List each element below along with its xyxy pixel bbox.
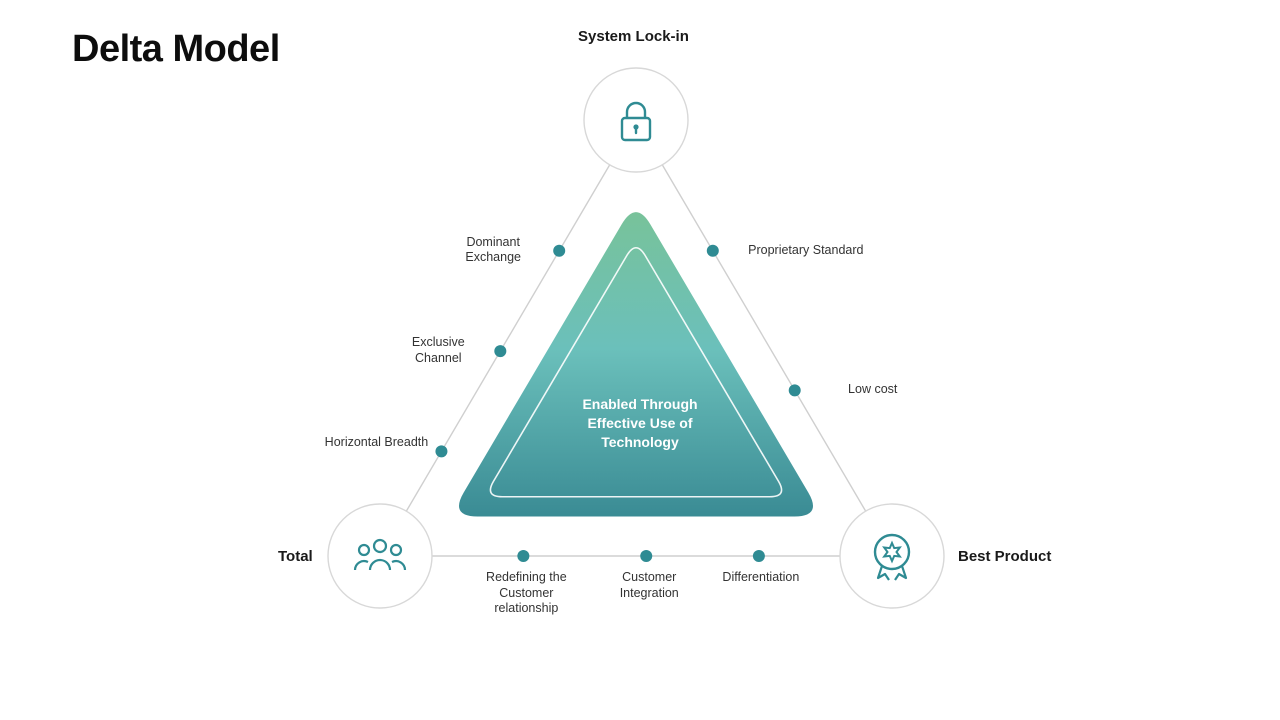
edge-dot (435, 445, 447, 457)
vertex-label-left: Total (278, 548, 313, 565)
vertex-circle-left (328, 504, 432, 608)
center-text: Enabled Through Effective Use of Technol… (560, 395, 720, 452)
vertex-label-right: Best Product (958, 548, 1051, 565)
edge-label-right-1: Low cost (813, 382, 933, 398)
vertex-circle-right (840, 504, 944, 608)
edge-dot (640, 550, 652, 562)
edge-label-left-1: Exclusive Channel (388, 335, 488, 366)
edge-label-right-0: Proprietary Standard (731, 243, 881, 259)
edge-dot (494, 345, 506, 357)
edge-label-bottom-1: Customer Integration (604, 570, 694, 601)
edge-dot (707, 245, 719, 257)
edge-label-bottom-0: Redefining the Customer relationship (471, 570, 581, 617)
edge-dot (517, 550, 529, 562)
vertex-circle-top (584, 68, 688, 172)
page-title: Delta Model (72, 28, 280, 71)
edge-dot (753, 550, 765, 562)
edge-dot (553, 245, 565, 257)
edge-label-bottom-2: Differentiation (711, 570, 811, 586)
edge-dot (789, 384, 801, 396)
edge-label-left-2: Horizontal Breadth (321, 435, 431, 451)
vertex-label-top: System Lock-in (578, 28, 689, 45)
edge-label-left-0: Dominant Exchange (443, 235, 543, 266)
